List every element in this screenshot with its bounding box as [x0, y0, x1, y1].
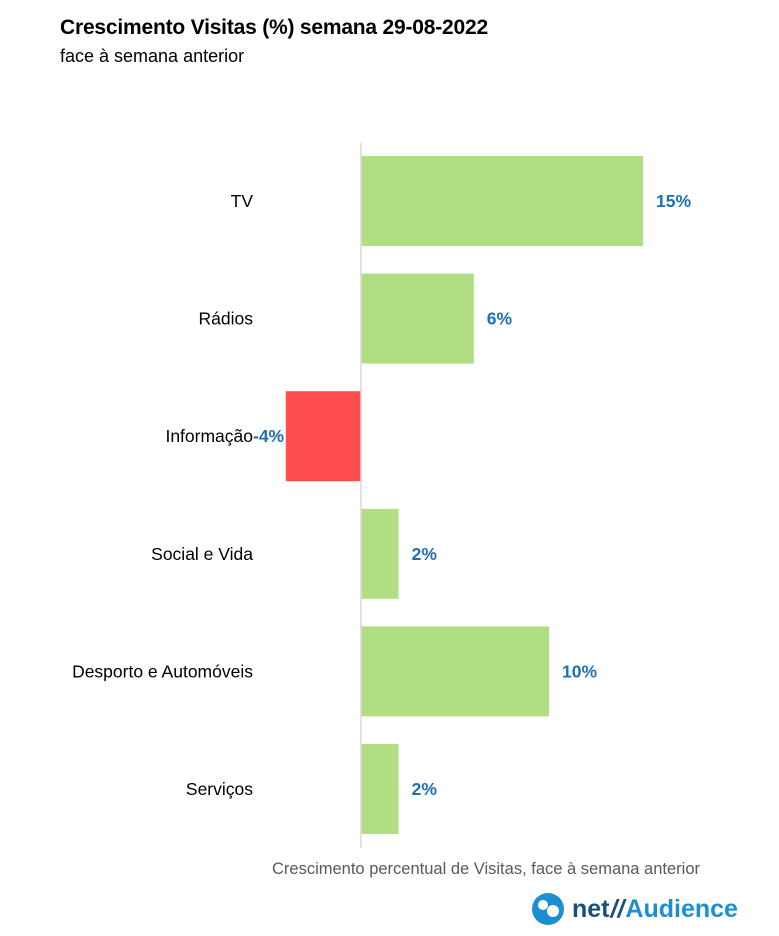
category-label: Social e Vida: [151, 544, 253, 564]
category-label: Rádios: [199, 309, 254, 329]
bar: [361, 273, 474, 364]
data-label: 2%: [412, 544, 438, 564]
chart-subtitle: face à semana anterior: [60, 46, 245, 66]
netaudience-logo: net // Audience: [532, 893, 738, 925]
category-label: Serviços: [186, 779, 253, 799]
chart-title: Crescimento Visitas (%) semana 29-08-202…: [60, 16, 488, 39]
data-label: 15%: [656, 191, 691, 211]
data-label: 10%: [562, 661, 597, 681]
logo-audience-text: Audience: [625, 894, 738, 923]
logo-net-text: net: [572, 894, 610, 923]
logo-slash-text: //: [610, 894, 625, 923]
data-label: 2%: [412, 779, 438, 799]
bar: [285, 391, 361, 482]
netaudience-logo-icon: [532, 893, 564, 925]
category-label: TV: [231, 191, 254, 211]
bar: [361, 744, 399, 834]
bar: [361, 508, 399, 599]
data-label: -4%: [253, 426, 285, 446]
bar: [361, 626, 549, 717]
category-label: Desporto e Automóveis: [72, 661, 253, 681]
category-label: Informação: [165, 426, 253, 446]
data-label: 6%: [487, 309, 513, 329]
x-axis-caption: Crescimento percentual de Visitas, face …: [272, 860, 701, 878]
bar: [361, 156, 643, 246]
